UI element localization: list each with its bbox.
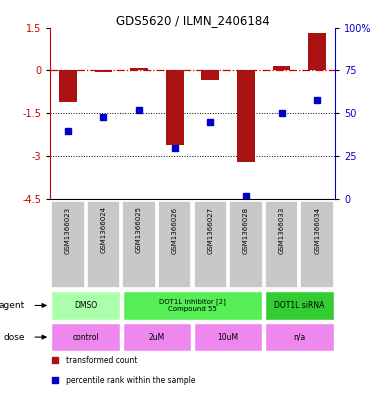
Bar — [237, 70, 255, 162]
Bar — [229, 201, 263, 288]
Bar — [158, 201, 191, 288]
Bar — [300, 201, 334, 288]
Bar — [166, 70, 184, 145]
Bar — [122, 201, 156, 288]
Text: DOT1L inhibitor [2]
Compound 55: DOT1L inhibitor [2] Compound 55 — [159, 299, 226, 312]
Bar — [123, 323, 191, 351]
Text: GSM1366027: GSM1366027 — [207, 206, 213, 253]
Text: GSM1366026: GSM1366026 — [172, 206, 178, 253]
Text: GDS5620 / ILMN_2406184: GDS5620 / ILMN_2406184 — [116, 14, 270, 27]
Bar — [194, 323, 262, 351]
Bar — [87, 201, 120, 288]
Text: agent: agent — [0, 301, 25, 310]
Text: n/a: n/a — [293, 332, 305, 342]
Text: GSM1366025: GSM1366025 — [136, 206, 142, 253]
Bar — [273, 66, 290, 70]
Text: control: control — [72, 332, 99, 342]
Bar — [201, 70, 219, 81]
Text: GSM1366034: GSM1366034 — [314, 206, 320, 253]
Bar — [308, 33, 326, 70]
Bar — [95, 70, 112, 72]
Text: transformed count: transformed count — [66, 356, 137, 365]
Bar — [194, 201, 227, 288]
Bar — [265, 323, 333, 351]
Bar — [51, 201, 85, 288]
Bar — [59, 70, 77, 102]
Text: DOT1L siRNA: DOT1L siRNA — [274, 301, 325, 310]
Text: GSM1366023: GSM1366023 — [65, 206, 71, 253]
Text: dose: dose — [3, 332, 25, 342]
Text: 2uM: 2uM — [149, 332, 165, 342]
Text: DMSO: DMSO — [74, 301, 97, 310]
Bar — [52, 323, 120, 351]
Text: GSM1366033: GSM1366033 — [278, 206, 285, 254]
Text: GSM1366028: GSM1366028 — [243, 206, 249, 253]
Text: GSM1366024: GSM1366024 — [100, 206, 107, 253]
Bar — [130, 68, 148, 70]
Bar — [123, 291, 262, 320]
Bar — [52, 291, 120, 320]
Bar — [265, 201, 298, 288]
Text: percentile rank within the sample: percentile rank within the sample — [66, 376, 196, 384]
Bar — [265, 291, 333, 320]
Text: 10uM: 10uM — [218, 332, 239, 342]
